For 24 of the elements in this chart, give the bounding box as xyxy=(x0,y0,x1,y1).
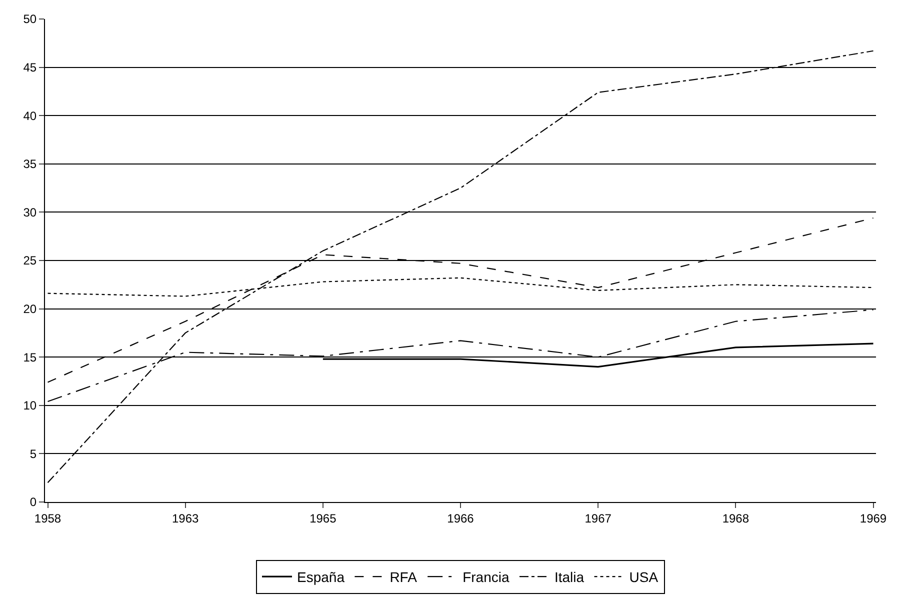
legend-label: España xyxy=(297,569,345,586)
y-tick-label: 25 xyxy=(23,254,37,268)
x-tick-label: 1963 xyxy=(172,511,199,526)
y-tick-label: 40 xyxy=(23,108,37,123)
y-tick-label: 5 xyxy=(30,446,37,461)
y-tick-label: 35 xyxy=(23,157,37,172)
legend-label: USA xyxy=(629,569,659,586)
legend-label: Francia xyxy=(462,569,510,586)
x-tick-label: 1966 xyxy=(447,511,474,526)
x-tick-label: 1958 xyxy=(34,511,62,526)
legend-label: RFA xyxy=(390,569,418,586)
x-tick-label: 1968 xyxy=(722,511,750,526)
x-tick-label: 1969 xyxy=(860,511,887,526)
y-tick-label: 20 xyxy=(23,302,37,316)
line-series xyxy=(47,50,874,484)
x-tick-label: 1965 xyxy=(310,511,337,526)
x-tick-label: 1967 xyxy=(584,511,612,526)
y-tick-label: 50 xyxy=(23,12,37,26)
y-tick-label: 10 xyxy=(23,398,37,413)
legend-label: Italia xyxy=(554,569,584,586)
y-tick-label: 30 xyxy=(23,205,37,220)
y-tick-label: 45 xyxy=(23,60,37,74)
y-tick-label: 0 xyxy=(30,495,37,510)
y-tick-label: 15 xyxy=(23,350,37,364)
